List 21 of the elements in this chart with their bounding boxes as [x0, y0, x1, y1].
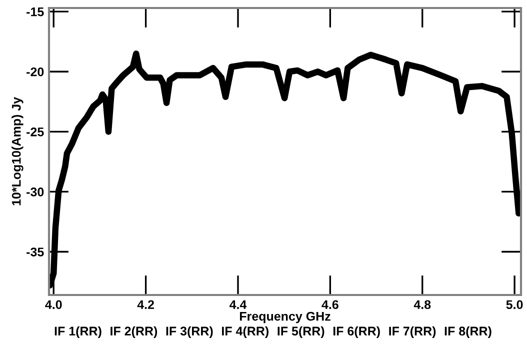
y-tick-label: -25 [26, 127, 44, 136]
y-tick-label: -20 [26, 67, 44, 76]
y-axis-title: 10*Log10(Amp) Jy [12, 97, 24, 206]
x-tick-label: 4.0 [45, 300, 62, 310]
text: IF 3(RR) [166, 326, 213, 338]
y-tick-label: -15 [26, 8, 44, 16]
x-tick-label: 4.4 [229, 300, 247, 309]
text: IF 4(RR) [222, 326, 268, 338]
text: IF 5(RR) [278, 326, 324, 338]
x-axis-title: Frequency GHz [240, 312, 330, 324]
text: IF 7(RR) [389, 326, 436, 338]
x-tick-label: 4.8 [414, 300, 431, 310]
x-tick-label: 5.0 [506, 300, 523, 310]
text: IF 2(RR) [110, 326, 158, 338]
text: IF 1(RR) [54, 326, 102, 338]
text: IF 8(RR) [444, 326, 492, 338]
text: IF 6(RR) [333, 326, 380, 338]
x-tick-label: 4.6 [322, 300, 338, 310]
x-tick-label: 4.2 [137, 300, 154, 309]
y-tick-label: -30 [26, 188, 44, 196]
y-tick-label: -35 [26, 248, 44, 256]
